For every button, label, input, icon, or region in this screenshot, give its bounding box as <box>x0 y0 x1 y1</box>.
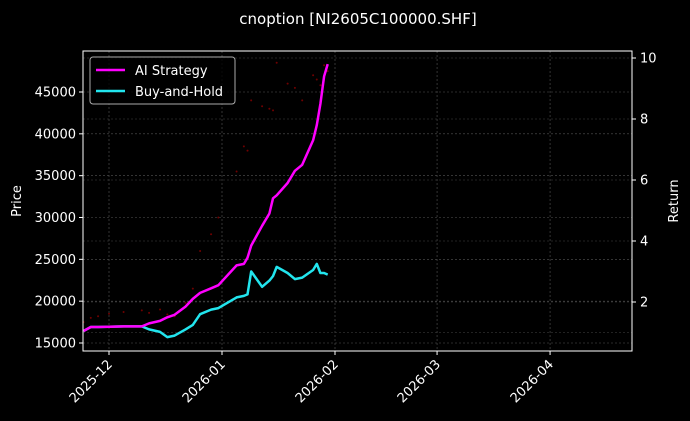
x-tick-label: 2026-03 <box>395 357 444 406</box>
right-tick-label: 10 <box>640 52 657 67</box>
right-axis: 2 4 6 8 10 <box>632 52 657 311</box>
x-tick-label: 2026-02 <box>293 357 342 406</box>
left-tick-label: 40000 <box>35 127 76 142</box>
right-axis-label: Return <box>667 179 682 222</box>
series-lines <box>82 63 329 339</box>
right-tick-label: 4 <box>640 235 648 250</box>
legend-box <box>89 56 236 105</box>
right-tick-label: 6 <box>640 174 648 189</box>
line-ai-strategy <box>82 63 329 333</box>
legend-label-ai: AI Strategy <box>135 64 208 79</box>
left-tick-label: 25000 <box>35 253 76 268</box>
chart-title: cnoption [NI2605C100000.SHF] <box>239 10 476 28</box>
right-tick-label: 8 <box>640 113 648 128</box>
left-tick-label: 30000 <box>35 211 76 226</box>
left-tick-label: 15000 <box>35 337 76 352</box>
left-tick-label: 20000 <box>35 295 76 310</box>
grid-lines <box>83 51 632 351</box>
x-axis: 2025-12 2026-01 2026-02 2026-03 2026-04 <box>67 351 557 406</box>
legend-label-bh: Buy-and-Hold <box>135 85 223 100</box>
left-tick-label: 45000 <box>35 86 76 101</box>
plot-frame <box>82 50 633 352</box>
right-tick-label: 2 <box>640 296 648 311</box>
price-scatter <box>82 61 329 324</box>
legend: AI Strategy Buy-and-Hold <box>89 56 236 105</box>
left-tick-label: 35000 <box>35 169 76 184</box>
left-axis: 15000 20000 25000 30000 35000 40000 45000 <box>35 86 83 352</box>
left-axis-label: Price <box>10 185 25 217</box>
x-tick-label: 2025-12 <box>67 357 116 406</box>
x-tick-label: 2026-04 <box>508 357 557 406</box>
x-tick-label: 2026-01 <box>180 357 229 406</box>
